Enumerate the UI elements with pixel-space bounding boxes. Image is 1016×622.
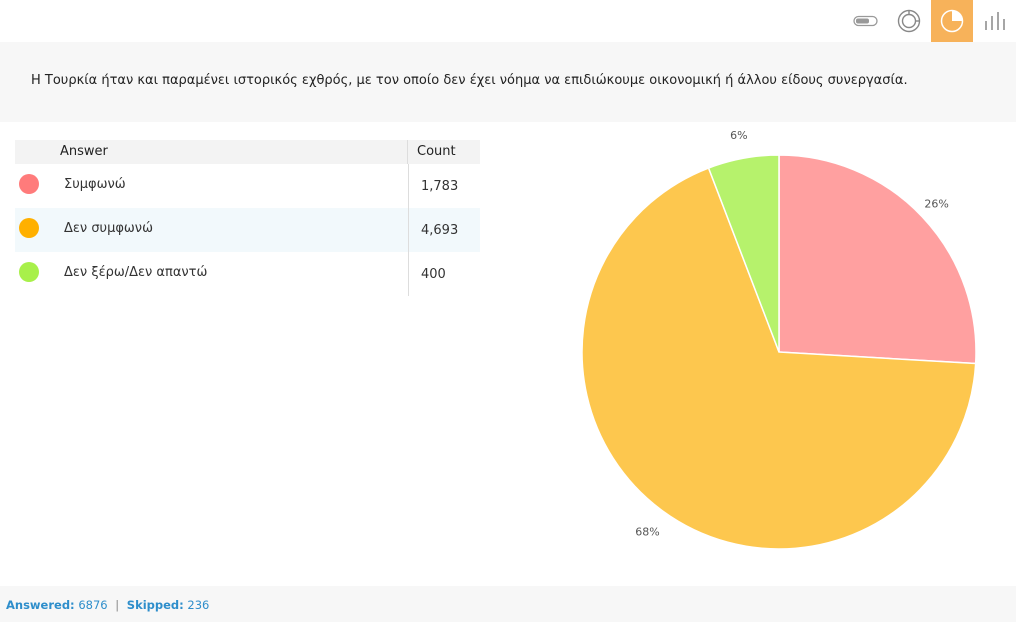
column-divider: [408, 208, 409, 252]
column-chart-icon: [985, 12, 1005, 30]
horizontal-bar-chart-button[interactable]: [845, 0, 887, 42]
answer-label: Δεν συμφωνώ: [64, 221, 153, 236]
answered-count: 6876: [78, 598, 108, 612]
question-panel: Η Τουρκία ήταν και παραμένει ιστορικός ε…: [0, 42, 1016, 122]
slice-percent-label: 6%: [730, 129, 747, 142]
summary-separator: |: [115, 598, 120, 612]
answered-label: Answered:: [6, 598, 75, 612]
horizontal-bar-icon: [853, 15, 878, 27]
answer-label: Δεν ξέρω/Δεν απαντώ: [64, 265, 208, 280]
response-summary: Answered: 6876 | Skipped: 236: [0, 586, 1016, 622]
column-divider: [408, 164, 409, 208]
pie-slice[interactable]: [707, 154, 780, 353]
answer-label: Συμφωνώ: [64, 177, 126, 192]
answer-table: Answer Count Συμφωνώ 1,783 Δεν συμφωνώ 4…: [15, 140, 480, 296]
donut-chart-button[interactable]: [888, 0, 930, 42]
legend-dot: [19, 262, 39, 282]
table-row: Συμφωνώ 1,783: [15, 164, 480, 208]
table-row: Δεν συμφωνώ 4,693: [15, 208, 480, 252]
pie-icon: [940, 9, 964, 33]
pie-slice[interactable]: [581, 167, 977, 550]
skipped-label: Skipped:: [126, 598, 184, 612]
slice-percent-label: 68%: [635, 526, 659, 539]
pie-chart-button[interactable]: [931, 0, 973, 42]
donut-icon: [897, 9, 921, 33]
slice-percent-label: 26%: [924, 197, 948, 210]
answer-count: 400: [421, 267, 446, 282]
pie-chart-svg: 26% 68% 6%: [581, 129, 977, 550]
table-header: Answer Count: [15, 140, 480, 164]
pie-chart: 26% 68% 6%: [540, 122, 1016, 582]
count-column-header: Count: [417, 144, 456, 159]
answer-count: 4,693: [421, 223, 459, 238]
column-divider: [407, 140, 408, 164]
answer-column-header: Answer: [60, 144, 108, 159]
skipped-count: 236: [187, 598, 210, 612]
legend-dot: [19, 218, 39, 238]
table-row: Δεν ξέρω/Δεν απαντώ 400: [15, 252, 480, 296]
column-chart-button[interactable]: [974, 0, 1016, 42]
legend-dot: [19, 174, 39, 194]
column-divider: [408, 252, 409, 296]
chart-type-toolbar: [0, 0, 1016, 42]
answer-count: 1,783: [421, 179, 459, 194]
question-text: Η Τουρκία ήταν και παραμένει ιστορικός ε…: [31, 73, 908, 88]
pie-slice[interactable]: [778, 154, 977, 365]
